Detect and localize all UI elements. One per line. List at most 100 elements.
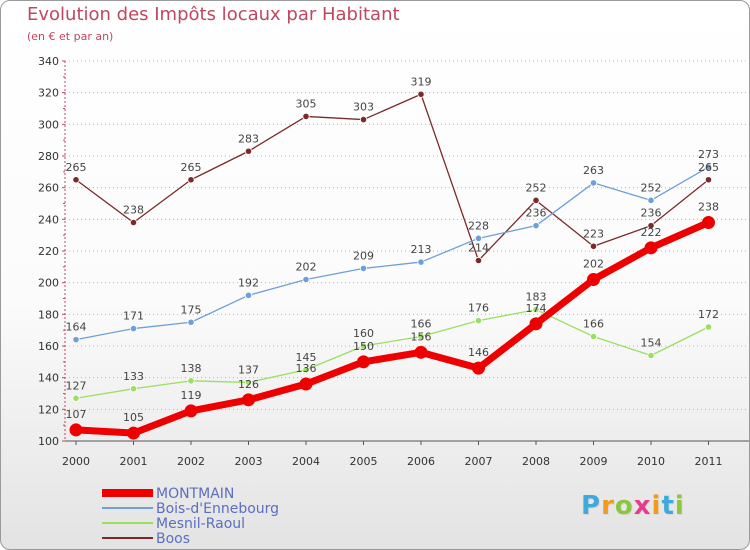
data-point (359, 342, 368, 350)
data-label: 238 (698, 201, 719, 214)
y-tick-label: 340 (38, 55, 59, 68)
data-label: 263 (583, 164, 604, 177)
x-tick-label: 2010 (637, 455, 665, 468)
data-label: 303 (353, 101, 374, 114)
data-point (414, 345, 428, 359)
logo-letter: o (614, 491, 634, 521)
data-point (129, 324, 138, 333)
data-point (129, 218, 138, 227)
data-label: 223 (583, 227, 604, 240)
data-point (302, 275, 310, 284)
x-tick-label: 2004 (292, 455, 320, 468)
data-point (474, 234, 483, 242)
data-label: 126 (238, 378, 259, 391)
data-label: 174 (526, 302, 547, 315)
data-label: 183 (526, 291, 547, 304)
legend-label-1: Bois-d'Ennebourg (156, 501, 279, 517)
data-point (302, 112, 310, 121)
legend-label-0: MONTMAIN (156, 486, 234, 502)
data-label: 176 (468, 302, 489, 315)
data-label: 305 (296, 97, 317, 110)
logo-letter: P (581, 491, 602, 521)
data-label: 213 (411, 243, 432, 256)
data-point (417, 90, 425, 98)
data-point (417, 332, 425, 341)
x-tick-label: 2005 (350, 455, 378, 468)
data-point (184, 404, 198, 418)
y-tick-label: 260 (38, 182, 59, 195)
y-tick-label: 120 (38, 403, 59, 416)
data-point (72, 336, 80, 344)
data-point (589, 332, 598, 341)
series-line-1 (75, 166, 710, 341)
data-label: 214 (468, 242, 489, 255)
data-label: 171 (123, 310, 144, 323)
data-label: 283 (238, 132, 259, 145)
data-label: 137 (238, 363, 259, 376)
y-tick-label: 280 (38, 150, 59, 163)
x-tick-label: 2000 (62, 455, 90, 468)
data-point (357, 355, 370, 369)
data-label: 150 (353, 340, 374, 353)
data-label: 138 (181, 362, 202, 375)
y-tick-label: 300 (38, 118, 59, 131)
data-label: 172 (698, 308, 719, 321)
data-point (302, 366, 310, 374)
data-point (704, 323, 713, 331)
data-point (704, 163, 713, 171)
y-tick-label: 140 (38, 372, 59, 385)
data-point (242, 393, 255, 407)
data-point (647, 222, 655, 230)
x-tick-label: 2008 (522, 455, 550, 468)
chart-title: Evolution des Impôts locaux par Habitant (27, 4, 400, 25)
series-line-2 (75, 308, 710, 399)
data-point (532, 196, 540, 204)
proxiti-logo: Proxiti (581, 491, 685, 521)
x-tick-label: 2002 (177, 455, 205, 468)
data-point (72, 394, 80, 402)
data-label: 192 (238, 276, 259, 289)
data-point (704, 176, 713, 184)
y-tick-label: 220 (38, 245, 59, 258)
data-point (244, 378, 253, 387)
data-label: 202 (583, 258, 604, 271)
data-point (187, 318, 195, 326)
data-label: 202 (296, 261, 317, 274)
data-point (647, 351, 655, 360)
x-tick-label: 2006 (407, 455, 435, 468)
data-label: 136 (296, 362, 317, 375)
data-label: 265 (698, 161, 719, 174)
data-label: 156 (411, 330, 432, 343)
data-point (244, 291, 253, 299)
data-point (589, 242, 598, 250)
x-tick-label: 2007 (465, 455, 493, 468)
logo-letter: i (674, 491, 685, 521)
data-label: 145 (296, 351, 317, 364)
data-label: 209 (353, 249, 374, 262)
y-tick-label: 320 (38, 87, 59, 100)
data-label: 107 (66, 408, 87, 421)
data-point (127, 426, 140, 440)
data-label: 119 (181, 389, 202, 402)
data-labels: 265 238 265 283 305 303 319 214 252 223 236 265 127 1… (66, 75, 720, 424)
data-label: 228 (468, 219, 489, 232)
data-point (129, 385, 138, 393)
x-tick-label: 2003 (235, 455, 263, 468)
legend-label-3: Boos (156, 531, 190, 547)
x-tick-label: 2011 (695, 455, 723, 468)
data-point (702, 216, 715, 229)
data-label: 273 (698, 148, 719, 161)
data-point (532, 305, 540, 314)
data-label: 236 (641, 207, 662, 220)
data-label: 133 (123, 370, 144, 383)
logo-letter: i (651, 491, 662, 521)
data-point (474, 317, 483, 325)
data-label: 166 (411, 318, 432, 331)
data-label: 252 (526, 181, 547, 194)
data-point (644, 241, 658, 255)
data-point (72, 176, 80, 184)
logo-letter: t (661, 491, 675, 521)
data-label: 236 (526, 207, 547, 220)
